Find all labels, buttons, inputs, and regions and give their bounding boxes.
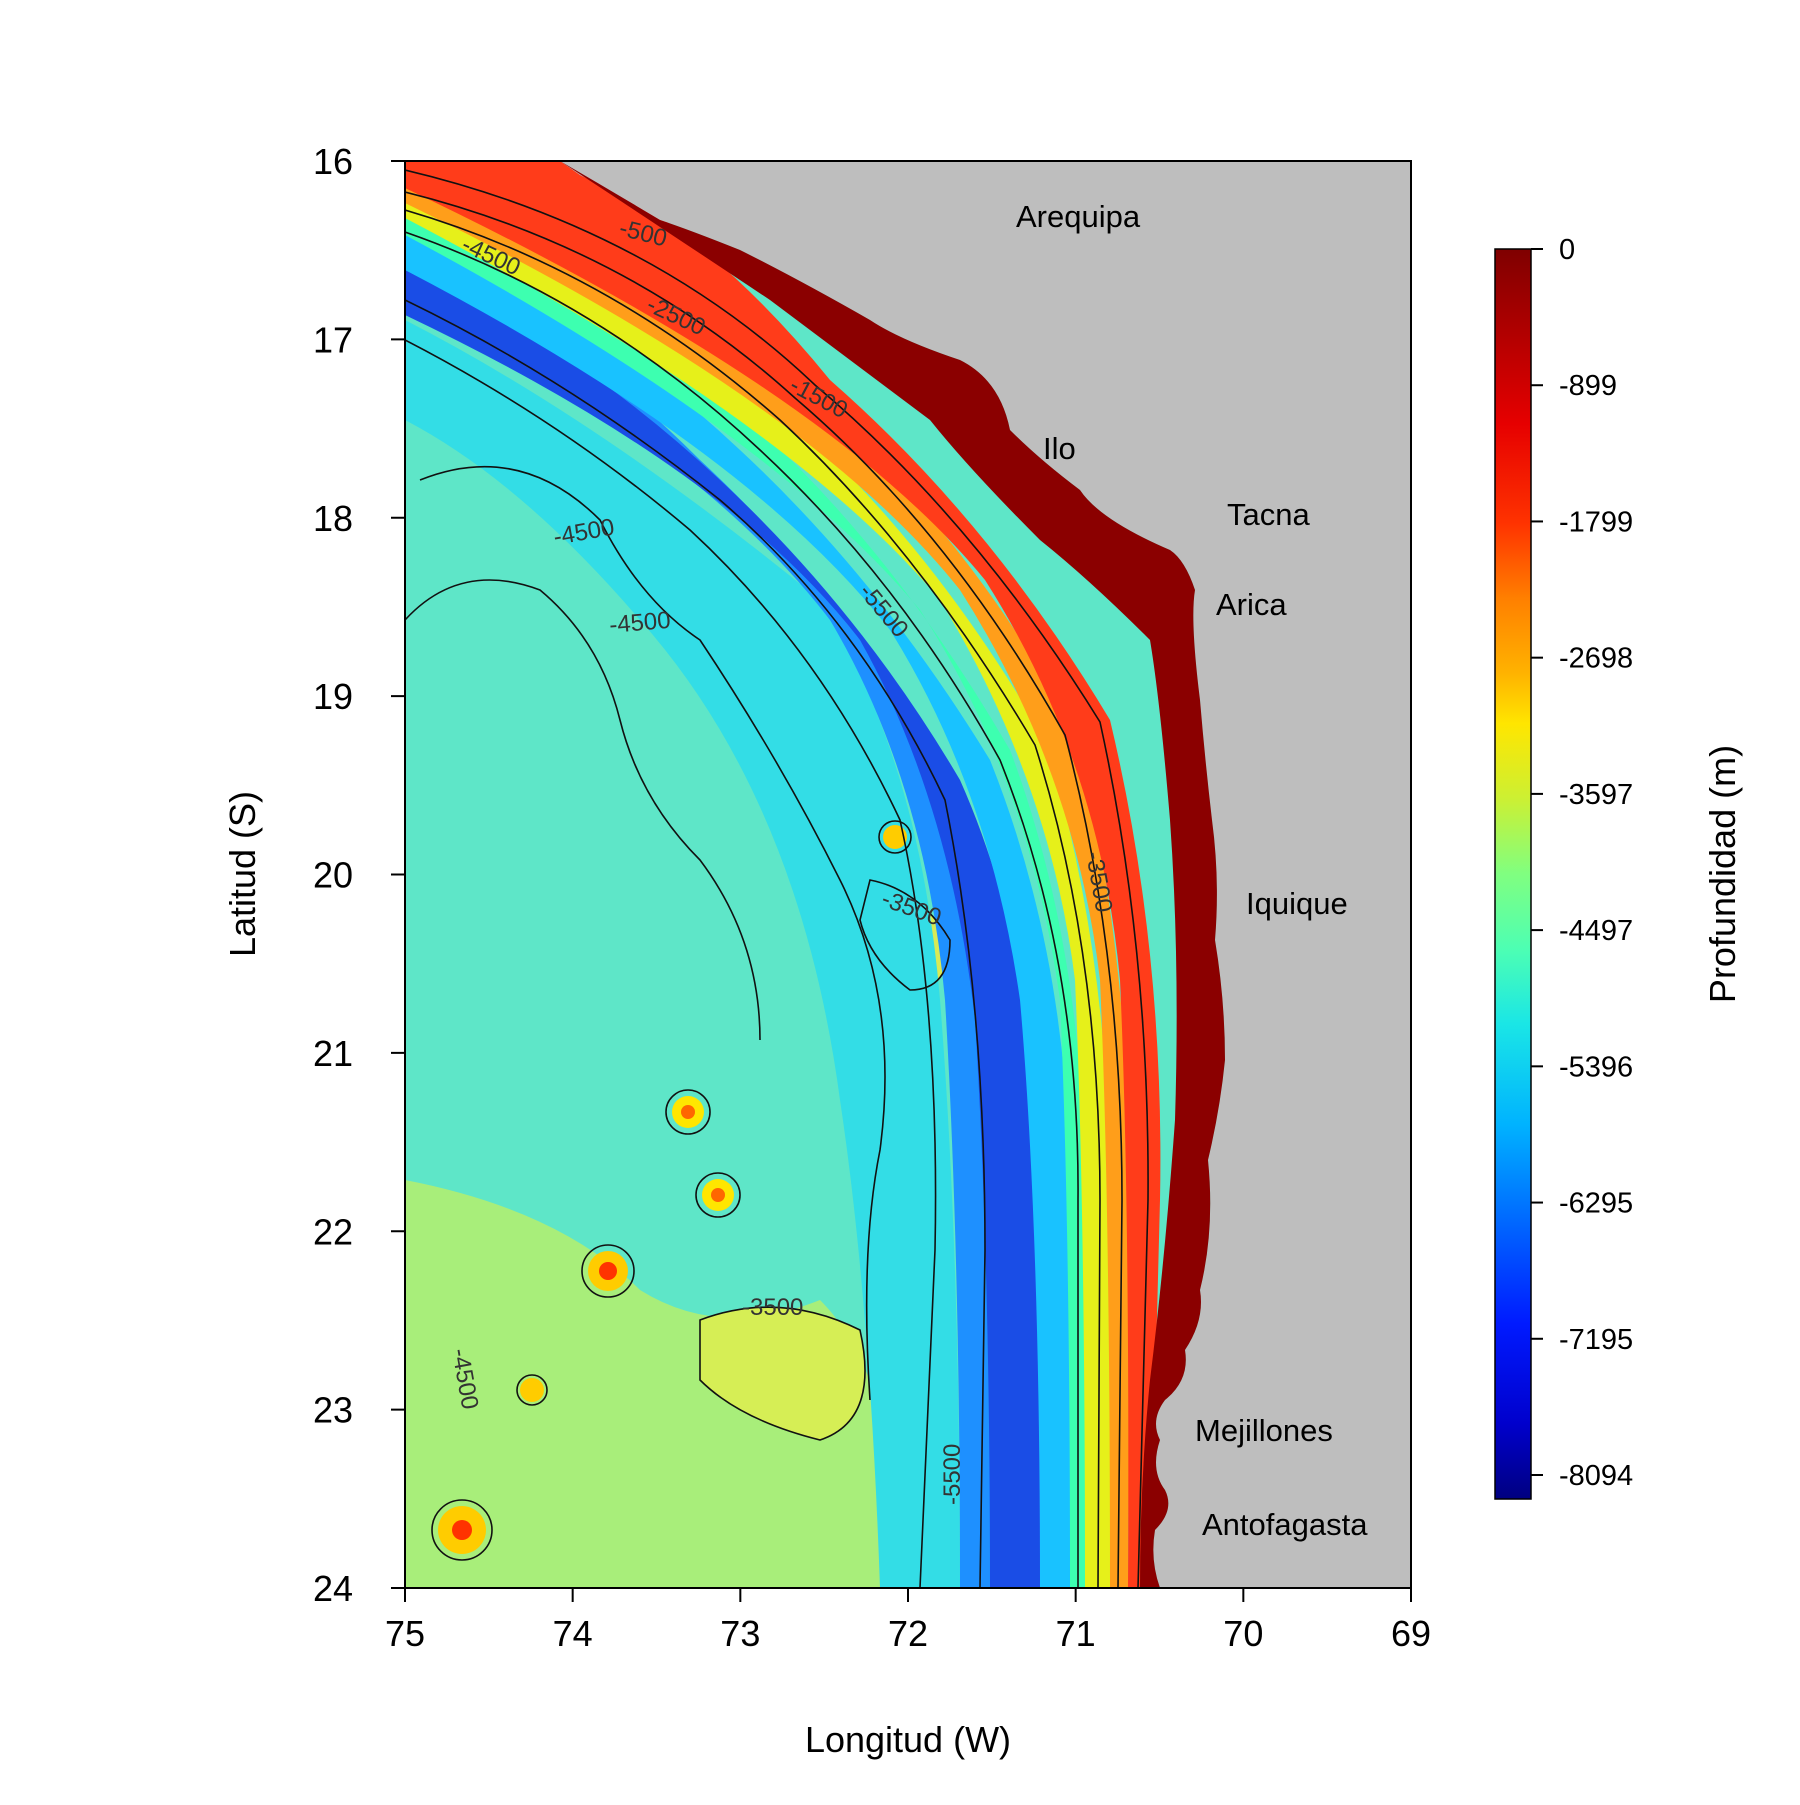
colorbar: 0 -899 -1799 -2698 -3597 -4497 -5396 -6295 -7195… [1494,234,1743,1500]
contour-line [405,209,1101,1588]
y-tick-label: 22 [313,1211,353,1252]
x-tick-label: 73 [720,1613,760,1654]
city-label-arequipa: Arequipa [1016,199,1141,234]
contour-ring [665,1089,711,1135]
contour-ring [581,1244,635,1298]
y-tick-label: 24 [313,1568,353,1609]
colorbar-tick-label: -6295 [1559,1188,1633,1220]
contour-line [405,299,986,1588]
contour-lines [405,169,1149,1588]
contour-line [405,339,937,1588]
contour-ring [695,1172,741,1218]
y-tick-label: 19 [313,676,353,717]
y-tick-label: 23 [313,1390,353,1431]
contour-ring [516,1374,548,1406]
colorbar-tick-label: -4497 [1559,915,1633,947]
contour-line [405,191,1123,1588]
contour-line [859,879,951,991]
y-tick-label: 17 [313,319,353,360]
colorbar-tick-label: -5396 [1559,1051,1633,1083]
colorbar-tick-label: 0 [1559,234,1575,266]
contour-label: -4500 [608,607,672,639]
city-label-antofagasta: Antofagasta [1202,1507,1368,1542]
x-tick-label: 70 [1223,1613,1263,1654]
x-tick-label: 71 [1056,1613,1096,1654]
colorbar-tick-label: -1799 [1559,506,1633,538]
city-label-iquique: Iquique [1246,886,1348,921]
contour-line [419,465,886,1401]
y-tick-label: 21 [313,1033,353,1074]
x-axis: 75 74 73 72 71 70 69 [385,1587,1431,1654]
map-plot-area: -500 -4500 -2500 -1500 -4500 -4500 -5500… [405,161,1411,1588]
city-labels: Arequipa Ilo Tacna Arica Iquique Mejillo… [1016,199,1368,1542]
colorbar-tick-label: -899 [1559,370,1617,402]
city-label-mejillones: Mejillones [1195,1413,1333,1448]
colorbar-tick-label: -7195 [1559,1324,1633,1356]
seamount-5 [520,1378,544,1402]
contour-label: -5500 [939,1444,966,1505]
city-label-arica: Arica [1216,587,1287,622]
seamount-1-peak [681,1105,695,1119]
city-label-ilo: Ilo [1043,431,1076,466]
colorbar-tick-label: -3597 [1559,779,1633,811]
seamount-3-peak [599,1262,617,1280]
y-tick-label: 20 [313,855,353,896]
colorbar-tick-label: -8094 [1559,1460,1633,1492]
x-tick-label: 74 [553,1613,593,1654]
contour-line [699,1306,866,1441]
y-axis: 16 17 18 19 20 21 22 23 24 [313,141,406,1609]
contour-line [405,579,761,1041]
trench-outer [405,250,1025,1588]
y-axis-title: Latitud (S) [222,791,263,957]
yellow-patch [700,1307,865,1440]
colorbar-gradient [1494,248,1532,1500]
contour-label: -3500 [742,1294,803,1321]
contour-ring [431,1499,493,1561]
colorbar-ticks: 0 -899 -1799 -2698 -3597 -4497 -5396 -6295 -7195… [1531,234,1633,1492]
city-label-tacna: Tacna [1227,497,1310,532]
colorbar-title: Profundidad (m) [1702,745,1743,1003]
y-tick-label: 18 [313,498,353,539]
x-axis-title: Longitud (W) [805,1719,1011,1760]
deep-cyan-band [405,320,960,1588]
seamount-6 [883,825,907,849]
contour-line [405,169,1149,1588]
x-tick-label: 69 [1391,1613,1431,1654]
contour-line [405,231,1079,1588]
seamount-4-peak [452,1520,472,1540]
y-tick-label: 16 [313,141,353,182]
x-tick-label: 72 [888,1613,928,1654]
contour-ring [878,820,912,854]
coastal-shelf-darkred [560,161,1225,1588]
colorbar-tick-label: -2698 [1559,643,1633,675]
x-tick-label: 75 [385,1613,425,1654]
seamount-2-peak [711,1188,725,1202]
southern-plain-patch [405,1180,900,1588]
land-mass [560,161,1411,1588]
